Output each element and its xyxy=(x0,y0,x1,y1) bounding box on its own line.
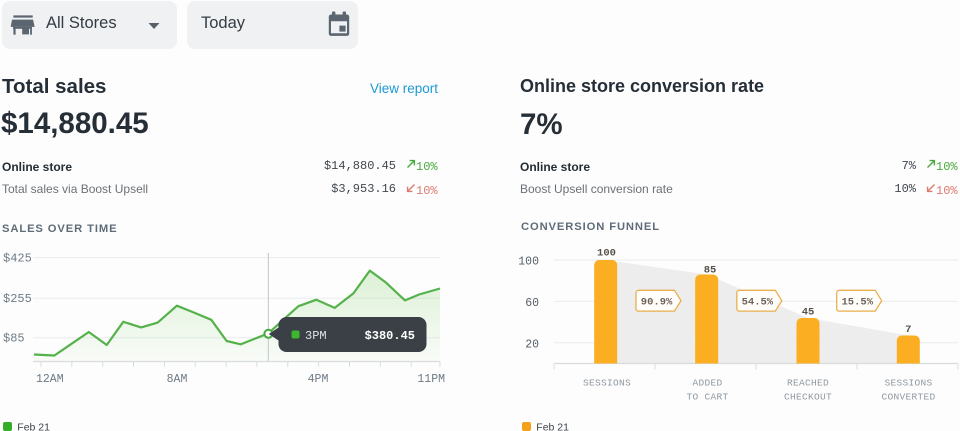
svg-text:8AM: 8AM xyxy=(167,373,188,386)
svg-text:4PM: 4PM xyxy=(308,373,329,386)
svg-text:45: 45 xyxy=(802,307,815,319)
svg-text:7: 7 xyxy=(905,324,911,336)
svg-text:CHECKOUT: CHECKOUT xyxy=(784,392,832,403)
svg-text:100: 100 xyxy=(518,256,539,269)
svg-text:CONVERTED: CONVERTED xyxy=(881,392,935,403)
svg-text:3PM: 3PM xyxy=(305,329,327,343)
svg-text:12AM: 12AM xyxy=(36,373,64,386)
svg-text:REACHED: REACHED xyxy=(787,378,829,389)
svg-text:$255: $255 xyxy=(3,292,32,306)
svg-text:$380.45: $380.45 xyxy=(365,329,415,343)
svg-text:20: 20 xyxy=(525,338,539,351)
svg-text:$425: $425 xyxy=(3,252,32,266)
svg-text:Feb 21: Feb 21 xyxy=(17,421,50,431)
svg-text:TO CART: TO CART xyxy=(686,392,728,403)
svg-text:60: 60 xyxy=(525,297,539,310)
svg-text:SESSIONS: SESSIONS xyxy=(884,378,932,389)
svg-text:90.9%: 90.9% xyxy=(641,297,673,309)
svg-text:85: 85 xyxy=(704,265,717,277)
svg-text:15.5%: 15.5% xyxy=(842,297,874,309)
svg-text:54.5%: 54.5% xyxy=(742,297,774,309)
svg-text:SESSIONS: SESSIONS xyxy=(583,378,631,389)
svg-text:Feb 21: Feb 21 xyxy=(536,421,569,431)
svg-text:100: 100 xyxy=(597,248,616,260)
svg-text:$85: $85 xyxy=(3,332,25,346)
svg-text:11PM: 11PM xyxy=(417,373,445,386)
svg-text:ADDED: ADDED xyxy=(692,378,722,389)
